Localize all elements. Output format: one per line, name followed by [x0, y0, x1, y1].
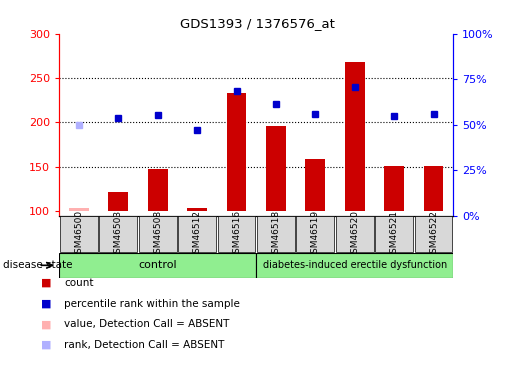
Text: ■: ■: [41, 299, 52, 309]
Bar: [345, 62, 365, 211]
Text: GSM46512: GSM46512: [193, 210, 201, 259]
Text: ■: ■: [41, 340, 52, 350]
Bar: [336, 216, 373, 252]
Bar: [424, 166, 443, 211]
Text: diabetes-induced erectile dysfunction: diabetes-induced erectile dysfunction: [263, 260, 447, 270]
Text: ■: ■: [41, 320, 52, 329]
Bar: [415, 216, 452, 252]
Text: GSM46516: GSM46516: [232, 210, 241, 259]
Text: GSM46521: GSM46521: [390, 210, 399, 259]
Text: GSM46519: GSM46519: [311, 210, 320, 259]
Bar: [99, 216, 137, 252]
Text: value, Detection Call = ABSENT: value, Detection Call = ABSENT: [64, 320, 230, 329]
Text: ■: ■: [41, 278, 52, 288]
Bar: [218, 216, 255, 252]
Bar: [148, 169, 167, 211]
Bar: [266, 126, 286, 211]
Bar: [69, 208, 89, 211]
Text: GSM46503: GSM46503: [114, 210, 123, 259]
Bar: [178, 216, 216, 252]
Text: percentile rank within the sample: percentile rank within the sample: [64, 299, 241, 309]
Text: control: control: [139, 260, 177, 270]
Text: GSM46520: GSM46520: [350, 210, 359, 259]
Bar: [297, 216, 334, 252]
Bar: [384, 166, 404, 211]
Text: rank, Detection Call = ABSENT: rank, Detection Call = ABSENT: [64, 340, 225, 350]
Bar: [227, 93, 246, 211]
Bar: [305, 159, 325, 211]
Bar: [257, 216, 295, 252]
Bar: [139, 216, 177, 252]
Bar: [109, 192, 128, 211]
Bar: [256, 253, 453, 278]
Text: disease state: disease state: [3, 260, 72, 270]
Text: GSM46522: GSM46522: [429, 210, 438, 259]
Text: count: count: [64, 278, 94, 288]
Text: GSM46500: GSM46500: [75, 210, 83, 259]
Bar: [375, 216, 413, 252]
Text: GDS1393 / 1376576_at: GDS1393 / 1376576_at: [180, 17, 335, 30]
Bar: [60, 216, 98, 252]
Text: GSM46518: GSM46518: [271, 210, 280, 259]
Text: GSM46508: GSM46508: [153, 210, 162, 259]
Bar: [187, 208, 207, 211]
Bar: [59, 253, 256, 278]
